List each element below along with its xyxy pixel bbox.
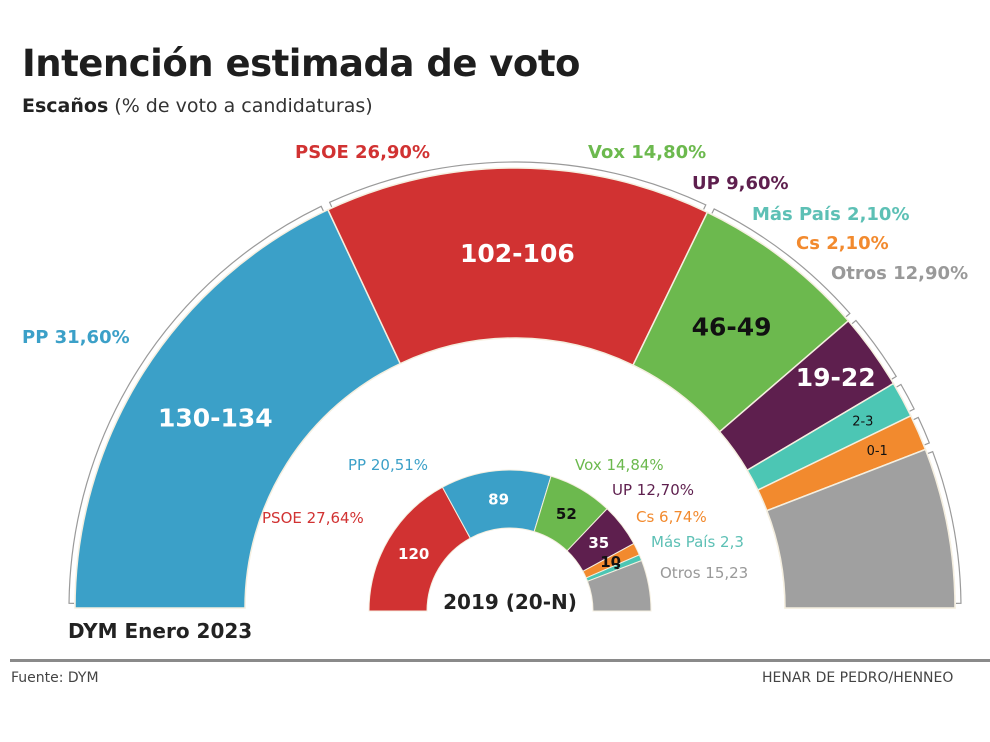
outer-bracket-cs xyxy=(913,416,931,446)
outer-vote-label-up: UP 9,60% xyxy=(692,173,789,194)
inner-chart-caption: 2019 (20-N) xyxy=(443,590,577,614)
inner-vote-label-pp: PP 20,51% xyxy=(348,456,428,474)
outer-bracket-pp xyxy=(68,205,324,604)
chart-subtitle: Escaños (% de voto a candidaturas) xyxy=(22,95,373,117)
subtitle-bold: Escaños xyxy=(22,95,109,117)
inner-vote-label-up: UP 12,70% xyxy=(612,481,694,499)
inner-vote-label-vox: Vox 14,84% xyxy=(575,456,664,474)
subtitle-rest: (% de voto a candidaturas) xyxy=(108,95,373,117)
inner-seats-vox: 52 xyxy=(556,505,577,523)
chart-title: Intención estimada de voto xyxy=(22,42,580,85)
inner-vote-label-mas-pais: Más País 2,3 xyxy=(651,533,744,551)
outer-segment-pp xyxy=(74,208,402,609)
inner-vote-label-psoe: PSOE 27,64% xyxy=(262,509,364,527)
outer-segment-psoe xyxy=(326,167,709,367)
outer-bracket-otros xyxy=(927,450,962,604)
inner-seats-up: 35 xyxy=(588,534,609,552)
source-note: Fuente: DYM xyxy=(11,670,99,686)
outer-seats-cs: 0-1 xyxy=(867,444,888,459)
inner-seats-pp: 89 xyxy=(488,491,509,509)
outer-seats-psoe: 102-106 xyxy=(460,239,575,268)
inner-vote-label-cs: Cs 6,74% xyxy=(636,508,707,526)
outer-segment-otros-overlay xyxy=(765,448,956,609)
outer-seats-up: 19-22 xyxy=(796,363,876,392)
inner-segment-otros xyxy=(586,559,652,612)
outer-vote-label-cs: Cs 2,10% xyxy=(796,233,889,254)
outer-vote-label-pp: PP 31,60% xyxy=(22,327,130,348)
outer-vote-label-otros: Otros 12,90% xyxy=(831,263,968,284)
credit-note: HENAR DE PEDRO/HENNEO xyxy=(762,670,954,686)
outer-bracket-up xyxy=(851,319,898,380)
outer-seats-vox: 46-49 xyxy=(692,312,772,341)
outer-vote-label-psoe: PSOE 26,90% xyxy=(295,142,430,163)
outer-vote-label-mas-pais: Más País 2,10% xyxy=(752,204,910,225)
outer-bracket-vox xyxy=(711,208,851,318)
outer-chart-caption: DYM Enero 2023 xyxy=(68,619,252,643)
inner-vote-label-otros: Otros 15,23 xyxy=(660,564,748,582)
outer-seats-pp: 130-134 xyxy=(158,403,273,432)
inner-seats-psoe: 120 xyxy=(398,545,429,563)
outer-vote-label-vox: Vox 14,80% xyxy=(588,142,706,163)
outer-bracket-psoe xyxy=(328,161,707,210)
footer-divider xyxy=(10,659,990,662)
outer-seats-mas-pais: 2-3 xyxy=(852,414,873,429)
outer-bracket-mas-pais xyxy=(896,383,915,412)
